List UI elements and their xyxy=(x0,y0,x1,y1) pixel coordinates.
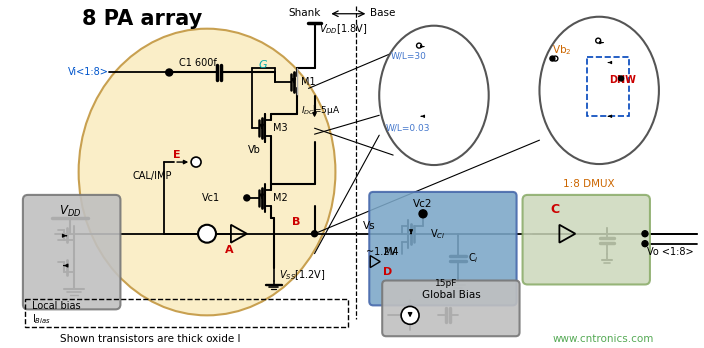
Text: Vb: Vb xyxy=(249,145,261,155)
FancyBboxPatch shape xyxy=(370,192,517,306)
Text: Vc2: Vc2 xyxy=(413,199,432,209)
Text: www.cntronics.com: www.cntronics.com xyxy=(553,334,654,344)
FancyBboxPatch shape xyxy=(382,280,520,336)
Circle shape xyxy=(619,76,624,81)
Text: Vo <1:8>: Vo <1:8> xyxy=(647,247,693,256)
Text: 1:8 DMUX: 1:8 DMUX xyxy=(563,179,615,189)
Circle shape xyxy=(244,195,250,201)
Circle shape xyxy=(198,225,216,243)
Text: E: E xyxy=(173,150,181,160)
Text: C1 600f: C1 600f xyxy=(179,57,217,68)
Text: $V_{DD}$[1.8V]: $V_{DD}$[1.8V] xyxy=(318,22,367,35)
Text: Shank: Shank xyxy=(289,8,321,18)
Text: M3: M3 xyxy=(272,123,287,133)
Bar xyxy=(587,57,629,116)
Text: $V_{DD}$: $V_{DD}$ xyxy=(58,204,81,219)
Text: C$_i$: C$_i$ xyxy=(467,251,479,264)
Text: Global Bias: Global Bias xyxy=(422,291,480,300)
Bar xyxy=(25,299,348,327)
Circle shape xyxy=(642,231,648,237)
Circle shape xyxy=(191,157,201,167)
FancyBboxPatch shape xyxy=(522,195,650,284)
Text: M4: M4 xyxy=(384,247,399,256)
Text: Vi<1:8>: Vi<1:8> xyxy=(68,68,108,78)
Circle shape xyxy=(642,241,648,247)
Text: Local bias: Local bias xyxy=(32,301,80,311)
Text: B: B xyxy=(291,217,300,227)
Text: C: C xyxy=(551,203,560,216)
Text: Vc1: Vc1 xyxy=(202,193,220,203)
Text: DNW: DNW xyxy=(609,76,636,86)
Text: W/L=30: W/L=30 xyxy=(391,51,427,60)
Circle shape xyxy=(417,43,422,48)
Text: 8 PA array: 8 PA array xyxy=(82,9,202,29)
Ellipse shape xyxy=(539,17,659,164)
Text: D: D xyxy=(383,267,392,277)
FancyBboxPatch shape xyxy=(23,195,120,309)
Circle shape xyxy=(401,306,419,324)
Text: Vb$_2$: Vb$_2$ xyxy=(553,44,572,57)
Text: A: A xyxy=(225,245,233,255)
Ellipse shape xyxy=(79,29,335,315)
Circle shape xyxy=(165,69,172,76)
Text: Shown transistors are thick oxide I: Shown transistors are thick oxide I xyxy=(60,334,240,344)
Text: ~1.2V: ~1.2V xyxy=(366,247,396,256)
Text: G: G xyxy=(259,60,268,70)
Circle shape xyxy=(419,210,427,218)
Text: M1: M1 xyxy=(301,77,315,87)
Circle shape xyxy=(553,56,558,61)
Circle shape xyxy=(550,56,555,61)
Circle shape xyxy=(596,38,601,43)
Circle shape xyxy=(312,231,318,237)
Text: Vs: Vs xyxy=(363,221,376,231)
Text: 15pF: 15pF xyxy=(435,279,457,288)
Text: $I_{DC}$=5μA: $I_{DC}$=5μA xyxy=(301,104,340,117)
Ellipse shape xyxy=(379,26,489,165)
Text: $V_{SS}$[1.2V]: $V_{SS}$[1.2V] xyxy=(279,269,325,283)
Text: Base: Base xyxy=(370,8,396,18)
Text: M2: M2 xyxy=(272,193,287,203)
Text: W/L=0.03: W/L=0.03 xyxy=(386,124,431,133)
Text: CAL/IMP: CAL/IMP xyxy=(132,171,172,181)
Text: V$_{Ci}$: V$_{Ci}$ xyxy=(430,227,446,240)
Text: I$_{Bias}$: I$_{Bias}$ xyxy=(32,313,51,326)
